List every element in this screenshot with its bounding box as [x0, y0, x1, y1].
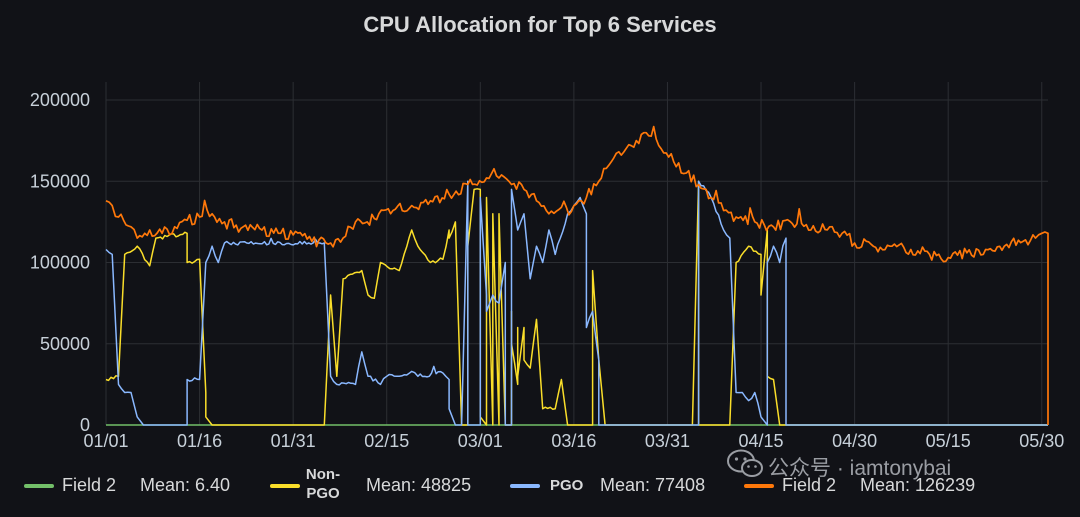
x-tick-label: 01/16: [177, 431, 222, 451]
line-chart: 0 50000 100000 150000 200000 01/01 01/16 01/31…: [30, 82, 1064, 451]
watermark: 公众号 · iamtonybai: [726, 448, 1066, 482]
chart-title: CPU Allocation for Top 6 Services: [363, 12, 717, 37]
y-tick-label: 50000: [40, 334, 90, 354]
legend-swatch: [510, 484, 540, 488]
watermark-text: 公众号 · iamtonybai: [768, 457, 952, 480]
x-tick-label: 02/15: [364, 431, 409, 451]
legend-mean: Mean: 126239: [860, 475, 976, 495]
legend-mean: Mean: 77408: [600, 475, 706, 495]
x-tick-label: 03/31: [645, 431, 690, 451]
x-tick-label: 04/30: [832, 431, 877, 451]
y-tick-label: 200000: [30, 90, 90, 110]
x-axis: 01/01 01/16 01/31 02/15 03/01 03/16 03/31 04/15…: [83, 431, 1064, 451]
series-line-4: [105, 125, 1049, 425]
x-tick-label: 05/30: [1019, 431, 1064, 451]
legend-label-line2: PGO: [306, 485, 340, 502]
x-tick-label: 03/01: [458, 431, 503, 451]
x-tick-label: 05/15: [926, 431, 971, 451]
legend-swatch: [744, 484, 774, 488]
legend-label-line1: Non-: [305, 466, 341, 483]
legend-mean: Mean: 48825: [366, 475, 472, 495]
legend-swatch: [24, 484, 54, 488]
x-tick-label: 03/16: [551, 431, 596, 451]
x-tick-label: 04/15: [739, 431, 784, 451]
y-tick-label: 100000: [30, 253, 90, 273]
legend-label: Field 2: [782, 475, 837, 495]
series-line-3: [105, 180, 1048, 426]
legend-swatch: [270, 484, 300, 488]
wechat-icon: [727, 449, 763, 477]
x-tick-label: 01/31: [271, 431, 316, 451]
legend-label: Field 2: [62, 475, 117, 495]
y-axis: 0 50000 100000 150000 200000: [30, 90, 90, 435]
legend: Field 2 Mean: 6.40 Non- PGO Mean: 48825 …: [20, 462, 1070, 512]
series-line-2: [105, 180, 1048, 426]
series-group: [105, 125, 1049, 426]
x-tick-label: 01/01: [83, 431, 128, 451]
y-tick-label: 0: [80, 415, 90, 435]
legend-label: Non- PGO: [298, 465, 348, 503]
y-tick-label: 150000: [30, 171, 90, 191]
legend-label: PGO: [550, 477, 584, 494]
legend-mean: Mean: 6.40: [140, 475, 231, 495]
